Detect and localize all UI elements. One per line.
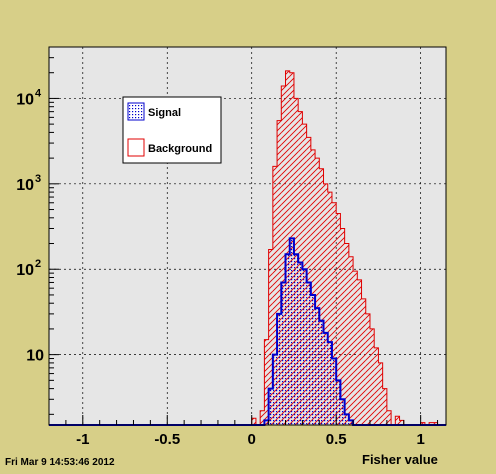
legend-swatch-signal (127, 102, 145, 121)
background-histogram (49, 70, 446, 426)
signal-histogram-bar (281, 282, 286, 425)
background-histogram-bar (310, 149, 316, 426)
background-histogram-bar (281, 85, 286, 426)
signal-histogram-bar (336, 380, 341, 425)
y-tick-label: 10 (16, 262, 34, 279)
signal-histogram-bar (348, 420, 354, 425)
signal-histogram-bar (306, 282, 311, 425)
signal-histogram-bar (272, 354, 278, 425)
background-histogram-bar (336, 213, 341, 425)
x-tick-label: 1 (416, 431, 424, 448)
signal-histogram-bar (315, 308, 320, 425)
background-histogram-bar (327, 192, 332, 425)
x-tick-label: -1 (76, 431, 89, 448)
background-histogram-bar (285, 70, 290, 425)
legend: Signal Background (122, 96, 222, 164)
legend-swatch-background (127, 138, 145, 157)
background-histogram-bar (331, 202, 337, 425)
background-histogram-bar (399, 420, 404, 425)
background-histogram-bar (433, 422, 438, 425)
signal-histogram-bar (293, 254, 299, 425)
y-tick-exponent: 3 (35, 173, 41, 185)
signal-histogram-bar (323, 332, 328, 425)
background-histogram-bar (429, 422, 434, 425)
x-tick-label: 0.5 (326, 431, 347, 448)
background-histogram-bar (306, 137, 311, 425)
background-histogram-bar (319, 168, 324, 425)
background-histogram-bar (315, 158, 320, 425)
background-histogram-bar (340, 228, 345, 425)
background-histogram-bar (251, 418, 256, 425)
signal-histogram-bar (298, 262, 303, 425)
signal-histogram-bar (302, 269, 307, 425)
background-histogram-bar (348, 256, 354, 425)
background-histogram-bar (357, 279, 362, 425)
signal-histogram-bar (310, 294, 316, 425)
signal-histogram-bar (344, 414, 349, 425)
background-histogram-bar (272, 166, 278, 425)
y-tick-label: 10 (26, 348, 44, 365)
legend-label-background: Background (148, 143, 212, 155)
histogram-bars (49, 70, 446, 426)
legend-label-signal: Signal (148, 107, 181, 119)
signal-histogram-bar (340, 399, 345, 425)
background-histogram-bar (361, 298, 366, 425)
background-histogram-bar (260, 410, 265, 425)
x-tick-label: -0.5 (154, 431, 180, 448)
background-histogram-bar (378, 362, 383, 425)
x-tick-label: 0 (248, 431, 256, 448)
signal-histogram-bar (327, 342, 332, 425)
signal-histogram-bar (285, 254, 290, 425)
signal-histogram-bar (289, 238, 294, 425)
timestamp-label: Fri Mar 9 14:53:46 2012 (5, 457, 115, 468)
y-tick-exponent: 2 (35, 258, 41, 270)
background-histogram-bar (386, 410, 392, 425)
background-histogram-bar (264, 339, 269, 425)
background-histogram-bar (277, 120, 282, 425)
y-tick-label: 10 (16, 91, 34, 108)
signal-histogram-bar (277, 313, 282, 425)
signal-histogram-bar (264, 420, 269, 425)
background-histogram-bar (323, 183, 328, 425)
x-axis-title: Fisher value (362, 452, 438, 467)
background-histogram-outline (49, 70, 446, 426)
background-histogram-bar (365, 313, 370, 425)
background-histogram-bar (344, 243, 349, 425)
background-histogram-bar (353, 271, 358, 425)
plot-area (49, 47, 446, 425)
signal-histogram-bar (268, 388, 273, 425)
background-histogram-bar (395, 416, 400, 425)
background-histogram-bar (382, 388, 387, 425)
signal-histogram-bar (331, 358, 337, 425)
y-tick-label: 10 (16, 177, 34, 194)
background-histogram-bar (420, 422, 425, 425)
background-histogram-bar (374, 347, 379, 425)
signal-histogram (49, 237, 446, 426)
background-histogram-bar (268, 249, 273, 425)
y-tick-exponent: 4 (35, 87, 42, 99)
signal-histogram-bar (319, 320, 324, 425)
background-histogram-bar (369, 328, 375, 425)
plot-frame (48, 46, 447, 426)
